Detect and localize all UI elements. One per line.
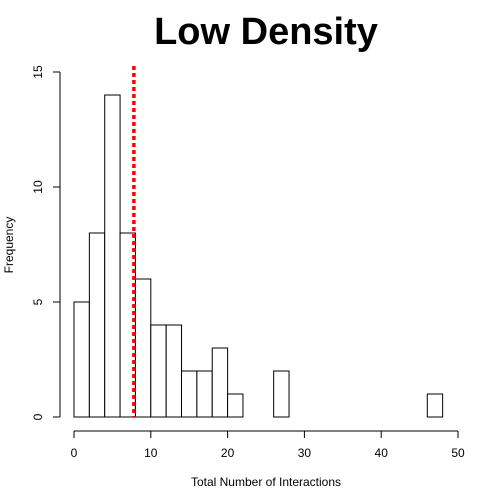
x-tick-label: 30 (298, 446, 312, 460)
chart-title: Low Density (154, 11, 378, 53)
histogram-bar (104, 94, 121, 418)
x-axis-label: Total Number of Interactions (191, 475, 341, 489)
histogram-bar (88, 232, 106, 418)
y-axis-label: Frequency (2, 217, 16, 274)
x-tick-label: 10 (144, 446, 158, 460)
y-tick-label: 15 (31, 65, 45, 79)
y-tick-label: 10 (31, 180, 45, 194)
x-axis: 0 10 20 30 40 50 (71, 430, 465, 460)
y-tick-label: 5 (31, 298, 45, 305)
x-tick-label: 0 (71, 446, 78, 460)
histogram-bar (73, 301, 90, 418)
histogram-bar (211, 347, 229, 418)
bars-group (73, 94, 444, 418)
x-tick-label: 50 (451, 446, 465, 460)
histogram-bar (134, 278, 152, 418)
x-tick-label: 40 (375, 446, 389, 460)
histogram-bar (426, 393, 444, 418)
y-axis: 0 5 10 15 (31, 65, 61, 420)
histogram-bar (273, 370, 290, 418)
y-tick-label: 0 (31, 413, 45, 420)
histogram-bar (181, 370, 198, 418)
histogram-bar (150, 324, 167, 418)
x-tick-label: 20 (221, 446, 235, 460)
histogram-bar (196, 370, 213, 418)
histogram-bar (165, 324, 183, 418)
histogram-bar (227, 393, 244, 418)
